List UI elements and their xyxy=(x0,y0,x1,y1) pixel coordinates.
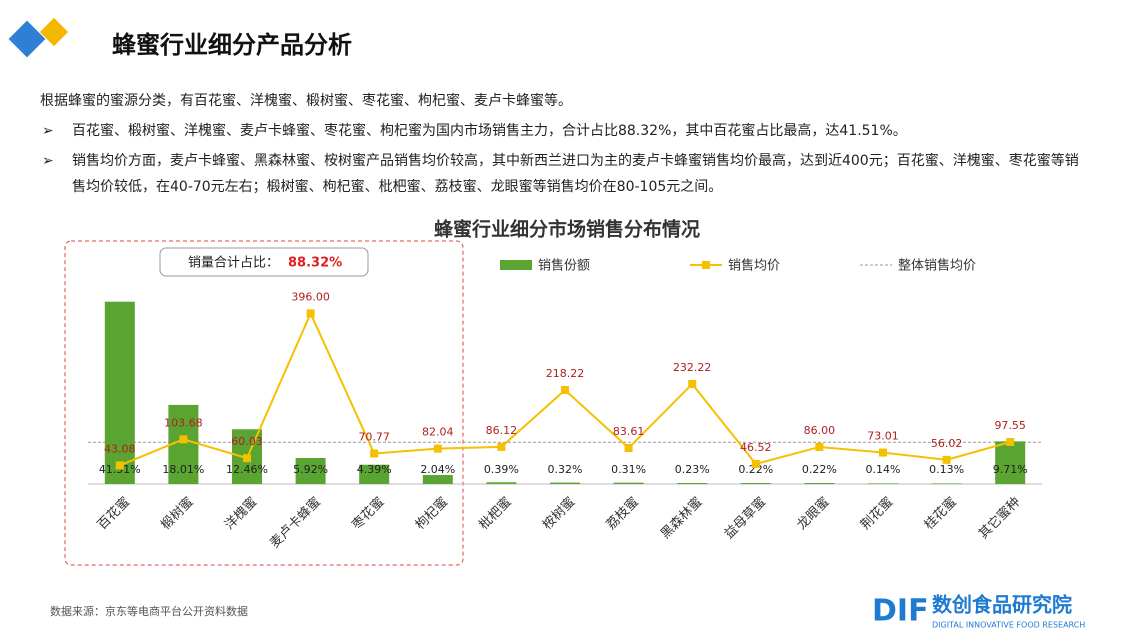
bar-value-label: 2.04% xyxy=(420,463,455,476)
line-point xyxy=(433,444,442,453)
x-tick-label: 龙眼蜜 xyxy=(795,495,833,533)
bar xyxy=(359,464,390,484)
line-value-label: 43.08 xyxy=(104,442,136,455)
bar-value-label: 0.23% xyxy=(675,463,710,476)
x-tick-label: 益母草蜜 xyxy=(722,495,769,542)
x-tick-label: 麦卢卡蜂蜜 xyxy=(267,494,324,551)
line-value-label: 46.52 xyxy=(740,441,772,454)
bar-value-label: 0.22% xyxy=(802,463,837,476)
bar-value-label: 4.39% xyxy=(357,463,392,476)
bar xyxy=(486,482,517,484)
slide-title: 蜂蜜行业细分产品分析 xyxy=(112,31,352,59)
highlight-box xyxy=(64,240,464,566)
line-point xyxy=(942,455,951,464)
source: 数据来源：京东等电商平台公开资料数据 xyxy=(50,604,248,618)
line-point xyxy=(561,385,569,394)
chart-title: 蜂蜜行业细分市场销售分布情况 xyxy=(434,218,700,241)
x-tick-label: 荔枝蜜 xyxy=(604,495,642,533)
annotation-value: 88.32% xyxy=(288,256,342,271)
legend-label: 销售均价 xyxy=(728,258,780,274)
x-tick-label: 其它蜜种 xyxy=(975,494,1023,542)
bar xyxy=(104,301,135,484)
legend-swatch xyxy=(500,260,532,270)
line-point xyxy=(115,461,124,470)
x-tick-label: 黑森林蜜 xyxy=(658,495,705,542)
line-point xyxy=(751,459,760,468)
bar xyxy=(613,482,644,484)
bar-value-label: 0.39% xyxy=(484,463,519,476)
line-value-label: 83.61 xyxy=(613,425,645,438)
line-point xyxy=(624,443,633,452)
bar xyxy=(550,482,580,484)
line-value-label: 97.55 xyxy=(994,419,1026,432)
line-point xyxy=(179,435,188,444)
line-point xyxy=(879,448,887,457)
bar-value-label: 9.71% xyxy=(993,463,1028,476)
line-value-label: 86.12 xyxy=(486,424,518,437)
bullet: ➢ 销售均价方面，麦卢卡蜂蜜、黑森林蜜、桉树蜜产品销售均价较高，其中新西兰进口为主… xyxy=(42,148,1086,200)
x-tick-label: 枇杷蜜 xyxy=(477,495,515,533)
bar-value-label: 12.46% xyxy=(226,463,268,476)
legend-label: 销售份额 xyxy=(538,258,590,274)
bar-value-label: 0.31% xyxy=(611,463,646,476)
line-value-label: 73.01 xyxy=(867,430,899,443)
line-point xyxy=(688,379,697,388)
intro: 根据蜂蜜的蜜源分类，有百花蜜、洋槐蜜、椴树蜜、枣花蜜、枸杞蜜、麦卢卡蜂蜜等。 xyxy=(40,93,572,109)
bar-value-label: 0.13% xyxy=(929,463,964,476)
bar-value-label: 41.51% xyxy=(99,463,141,476)
bar-value-label: 0.14% xyxy=(866,463,901,476)
logo-subtitle: DIGITAL INNOVATIVE FOOD RESEARCH xyxy=(932,621,1085,630)
x-tick-label: 洋槐蜜 xyxy=(221,494,260,533)
logo-diamond xyxy=(8,20,46,58)
x-tick-label: 桂花蜜 xyxy=(921,494,960,533)
bar xyxy=(804,483,835,484)
line-point xyxy=(243,454,251,463)
bar xyxy=(931,483,962,484)
line-point xyxy=(497,442,506,451)
annotation-label: 销量合计占比： xyxy=(188,256,279,271)
logo-mark: DIF xyxy=(872,594,929,629)
bar-value-label: 18.01% xyxy=(162,463,204,476)
bar xyxy=(995,441,1026,484)
x-tick-label: 荆花蜜 xyxy=(857,494,896,533)
line-value-label: 82.04 xyxy=(422,426,454,439)
line-value-label: 70.77 xyxy=(358,431,390,444)
bullet-text: 销售均价方面，麦卢卡蜂蜜、黑森林蜜、桉树蜜产品销售均价较高，其中新西兰进口为主的… xyxy=(72,153,1079,195)
annotation-box xyxy=(159,247,369,277)
line-value-label: 232.22 xyxy=(673,361,712,374)
x-tick-label: 百花蜜 xyxy=(94,494,133,533)
line-point xyxy=(306,309,315,318)
logo-diamond xyxy=(39,17,69,47)
line-value-label: 103.68 xyxy=(164,416,203,429)
bar-value-label: 0.22% xyxy=(738,463,773,476)
x-tick-label: 枸杞蜜 xyxy=(413,495,451,533)
bar-value-label: 0.32% xyxy=(548,463,583,476)
bar-value-label: 5.92% xyxy=(293,463,328,476)
bullet-text: 百花蜜、椴树蜜、洋槐蜜、麦卢卡蜂蜜、枣花蜜、枸杞蜜为国内市场销售主力，合计占比8… xyxy=(72,123,907,139)
line-point xyxy=(1006,437,1015,446)
line-value-label: 60.03 xyxy=(231,435,263,448)
x-tick-label: 枣花蜜 xyxy=(349,494,388,533)
line-value-label: 86.00 xyxy=(804,424,836,437)
legend-swatch xyxy=(702,261,710,269)
line-value-label: 56.02 xyxy=(931,437,963,450)
bar xyxy=(868,483,898,484)
line-value-label: 396.00 xyxy=(291,290,330,303)
bullet: ➢ 百花蜜、椴树蜜、洋槐蜜、麦卢卡蜂蜜、枣花蜜、枸杞蜜为国内市场销售主力，合计占比… xyxy=(42,118,1086,144)
bar xyxy=(295,457,326,484)
logo-name: 数创食品研究院 xyxy=(932,593,1072,617)
line-value-label: 218.22 xyxy=(546,367,585,380)
line-point xyxy=(370,449,379,458)
line-point xyxy=(815,442,824,451)
legend-label: 整体销售均价 xyxy=(898,258,976,274)
bar xyxy=(677,482,708,484)
x-tick-label: 椴树蜜 xyxy=(158,494,197,533)
bar xyxy=(422,475,453,484)
x-tick-label: 桉树蜜 xyxy=(540,495,578,533)
bar xyxy=(740,483,771,484)
